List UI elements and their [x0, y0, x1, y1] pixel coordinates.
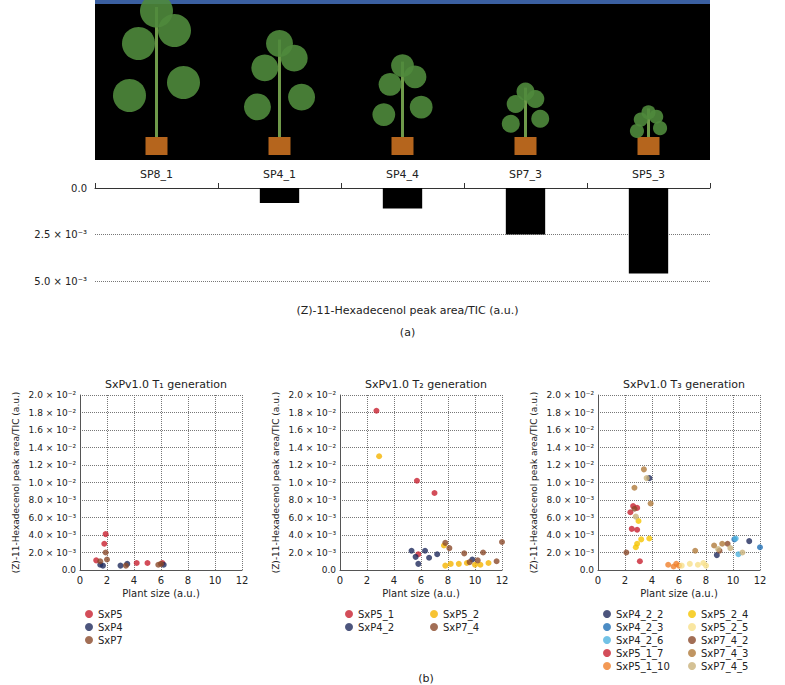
svg-text:0: 0: [595, 575, 601, 586]
svg-text:0.0: 0.0: [71, 183, 87, 194]
svg-text:6.0 × 10⁻³: 6.0 × 10⁻³: [289, 513, 337, 523]
svg-text:1.2 × 10⁻²: 1.2 × 10⁻²: [29, 460, 77, 470]
svg-text:2.0 × 10⁻³: 2.0 × 10⁻³: [29, 548, 77, 558]
svg-text:SxP5_2_5: SxP5_2_5: [701, 622, 748, 634]
svg-text:0.0: 0.0: [580, 565, 595, 575]
svg-text:(Z)-11-Hexadecenol peak area/T: (Z)-11-Hexadecenol peak area/TIC (a.u.): [297, 304, 519, 317]
svg-text:2.0 × 10⁻²: 2.0 × 10⁻²: [289, 390, 337, 400]
svg-text:8.0 × 10⁻³: 8.0 × 10⁻³: [289, 495, 337, 505]
svg-text:0: 0: [77, 575, 83, 586]
svg-text:1.6 × 10⁻²: 1.6 × 10⁻²: [289, 425, 337, 435]
svg-text:SxP5_1_10: SxP5_1_10: [616, 661, 670, 673]
svg-text:1.4 × 10⁻²: 1.4 × 10⁻²: [29, 443, 77, 453]
svg-text:6: 6: [418, 575, 424, 586]
svg-text:12: 12: [496, 575, 509, 586]
svg-text:SxP5_1: SxP5_1: [358, 609, 394, 621]
svg-text:1.0 × 10⁻²: 1.0 × 10⁻²: [29, 478, 77, 488]
svg-text:2.0 × 10⁻³: 2.0 × 10⁻³: [547, 548, 595, 558]
svg-text:(Z)-11-Hexadecenol peak area/T: (Z)-11-Hexadecenol peak area/TIC (a.u.): [11, 392, 21, 574]
svg-text:2.5 × 10⁻³: 2.5 × 10⁻³: [34, 229, 87, 240]
svg-text:1.4 × 10⁻²: 1.4 × 10⁻²: [289, 443, 337, 453]
svg-text:SP8_1: SP8_1: [140, 168, 173, 181]
svg-text:1.0 × 10⁻²: 1.0 × 10⁻²: [547, 478, 595, 488]
svg-text:4: 4: [131, 575, 137, 586]
svg-text:(a): (a): [400, 326, 415, 339]
svg-text:SxP7_4_5: SxP7_4_5: [701, 661, 748, 673]
svg-text:SxP5_1_7: SxP5_1_7: [616, 648, 663, 660]
svg-text:8.0 × 10⁻³: 8.0 × 10⁻³: [547, 495, 595, 505]
svg-text:2: 2: [364, 575, 370, 586]
svg-text:SxP5: SxP5: [98, 609, 123, 620]
svg-text:SxP4_2_2: SxP4_2_2: [616, 609, 663, 621]
svg-text:6.0 × 10⁻³: 6.0 × 10⁻³: [547, 513, 595, 523]
svg-text:1.2 × 10⁻²: 1.2 × 10⁻²: [547, 460, 595, 470]
svg-text:SxPv1.0 T₁ generation: SxPv1.0 T₁ generation: [105, 378, 227, 391]
svg-text:SP7_3: SP7_3: [509, 168, 542, 181]
svg-text:2.0 × 10⁻²: 2.0 × 10⁻²: [29, 390, 77, 400]
svg-text:SxP7_4: SxP7_4: [443, 622, 479, 634]
svg-text:8: 8: [185, 575, 191, 586]
svg-text:SxP4_2: SxP4_2: [358, 622, 394, 634]
svg-text:10: 10: [209, 575, 222, 586]
svg-text:SxP4_2_6: SxP4_2_6: [616, 635, 663, 647]
svg-text:SxP7_4_2: SxP7_4_2: [701, 635, 748, 647]
svg-text:1.0 × 10⁻²: 1.0 × 10⁻²: [289, 478, 337, 488]
svg-text:4.0 × 10⁻³: 4.0 × 10⁻³: [29, 530, 77, 540]
svg-text:0.0: 0.0: [322, 565, 337, 575]
svg-text:1.8 × 10⁻²: 1.8 × 10⁻²: [547, 408, 595, 418]
svg-text:4: 4: [649, 575, 655, 586]
svg-text:SxP7_4_3: SxP7_4_3: [701, 648, 748, 660]
svg-text:6.0 × 10⁻³: 6.0 × 10⁻³: [29, 513, 77, 523]
svg-text:1.8 × 10⁻²: 1.8 × 10⁻²: [29, 408, 77, 418]
svg-text:(b): (b): [418, 672, 434, 685]
svg-text:SxP4_2_3: SxP4_2_3: [616, 622, 663, 634]
svg-text:10: 10: [469, 575, 482, 586]
svg-text:SP4_4: SP4_4: [386, 168, 419, 181]
svg-text:4: 4: [391, 575, 397, 586]
svg-text:SxP5_2: SxP5_2: [443, 609, 479, 621]
svg-text:1.2 × 10⁻²: 1.2 × 10⁻²: [289, 460, 337, 470]
svg-text:Plant size (a.u.): Plant size (a.u.): [382, 588, 460, 599]
svg-text:1.8 × 10⁻²: 1.8 × 10⁻²: [289, 408, 337, 418]
svg-text:SxP5_2_4: SxP5_2_4: [701, 609, 748, 621]
svg-text:4.0 × 10⁻³: 4.0 × 10⁻³: [547, 530, 595, 540]
svg-text:12: 12: [236, 575, 249, 586]
svg-text:SP5_3: SP5_3: [632, 168, 665, 181]
svg-text:SxPv1.0 T₂ generation: SxPv1.0 T₂ generation: [365, 378, 487, 391]
svg-text:4.0 × 10⁻³: 4.0 × 10⁻³: [289, 530, 337, 540]
svg-text:2.0 × 10⁻²: 2.0 × 10⁻²: [547, 390, 595, 400]
svg-text:2: 2: [104, 575, 110, 586]
svg-text:SxP7: SxP7: [98, 635, 123, 646]
svg-text:8: 8: [445, 575, 451, 586]
svg-text:5.0 × 10⁻³: 5.0 × 10⁻³: [34, 276, 87, 287]
svg-text:Plant size (a.u.): Plant size (a.u.): [640, 588, 718, 599]
svg-text:SP4_1: SP4_1: [263, 168, 296, 181]
svg-text:12: 12: [754, 575, 767, 586]
svg-text:0: 0: [337, 575, 343, 586]
svg-text:6: 6: [158, 575, 164, 586]
svg-text:8: 8: [703, 575, 709, 586]
svg-text:(Z)-11-Hexadecenol peak area/T: (Z)-11-Hexadecenol peak area/TIC (a.u.): [529, 392, 539, 574]
svg-text:Plant size (a.u.): Plant size (a.u.): [122, 588, 200, 599]
svg-text:SxP4: SxP4: [98, 622, 123, 633]
svg-text:2: 2: [622, 575, 628, 586]
svg-text:1.4 × 10⁻²: 1.4 × 10⁻²: [547, 443, 595, 453]
svg-text:6: 6: [676, 575, 682, 586]
svg-text:1.6 × 10⁻²: 1.6 × 10⁻²: [29, 425, 77, 435]
svg-text:SxPv1.0 T₃ generation: SxPv1.0 T₃ generation: [623, 378, 745, 391]
svg-text:10: 10: [727, 575, 740, 586]
svg-text:0.0: 0.0: [62, 565, 77, 575]
svg-text:2.0 × 10⁻³: 2.0 × 10⁻³: [289, 548, 337, 558]
svg-text:8.0 × 10⁻³: 8.0 × 10⁻³: [29, 495, 77, 505]
svg-text:(Z)-11-Hexadecenol peak area/T: (Z)-11-Hexadecenol peak area/TIC (a.u.): [271, 392, 281, 574]
svg-text:1.6 × 10⁻²: 1.6 × 10⁻²: [547, 425, 595, 435]
